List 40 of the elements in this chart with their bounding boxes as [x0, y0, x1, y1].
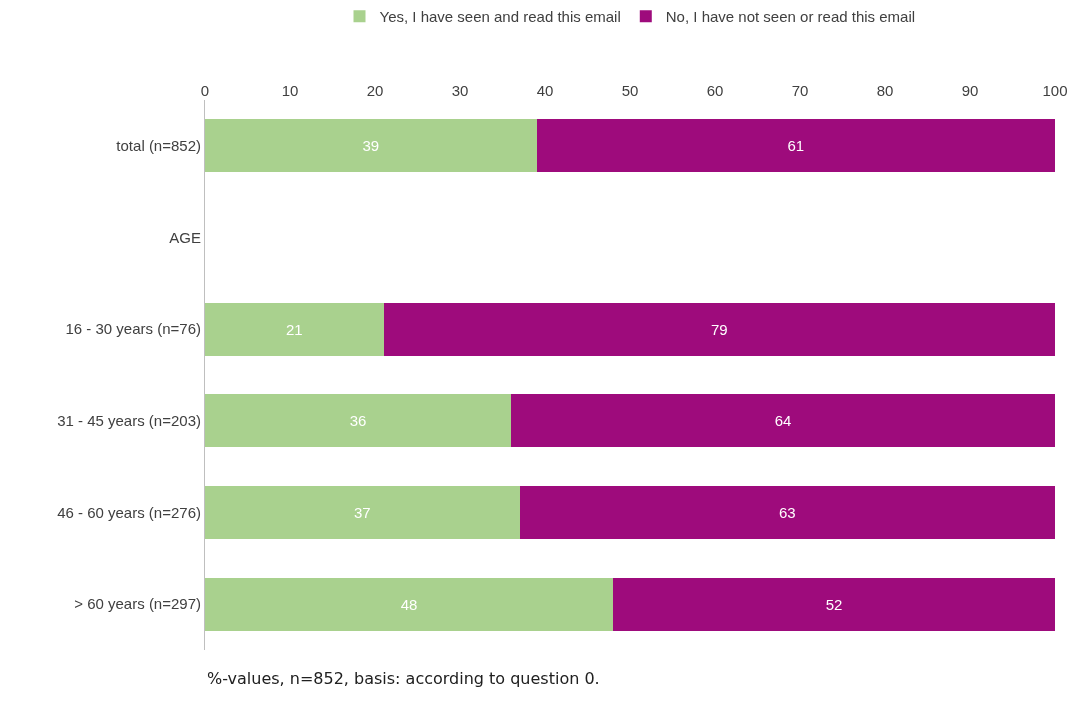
data-label: 37	[353, 504, 371, 521]
bar	[205, 302, 384, 356]
x-tick-label: 40	[536, 82, 554, 99]
data-label: 63	[778, 504, 796, 521]
x-tick-label: 30	[451, 82, 469, 99]
y-tick-label: AGE	[169, 228, 201, 246]
data-label: 79	[710, 320, 728, 338]
data-label: 48	[400, 595, 418, 613]
data-label: 36	[349, 412, 367, 430]
legend-label: Yes, I have seen and read this email	[379, 8, 621, 26]
bar	[613, 577, 1055, 631]
x-tick-label: 50	[621, 82, 639, 99]
data-label: 39	[362, 137, 380, 155]
x-tick-label: 80	[876, 82, 894, 99]
x-tick-label: 90	[961, 82, 979, 99]
bar	[205, 119, 537, 173]
legend-label: No, I have not seen or read this email	[665, 8, 916, 26]
x-tick-label: 70	[791, 82, 809, 99]
x-tick-label: 20	[366, 82, 384, 99]
data-label: 52	[825, 595, 843, 613]
y-tick-label: 46 - 60 years (n=276)	[57, 503, 201, 521]
bar	[383, 302, 1055, 356]
bar	[205, 485, 520, 540]
bar	[205, 394, 511, 448]
y-tick-label: 31 - 45 years (n=203)	[57, 412, 201, 430]
data-label: 21	[285, 320, 303, 338]
bar	[511, 394, 1055, 448]
x-tick-label: 0	[200, 82, 210, 99]
y-tick-label: total (n=852)	[116, 137, 201, 155]
x-tick-label: 60	[706, 82, 724, 99]
data-label: 64	[774, 412, 792, 430]
y-tick-label: 16 - 30 years (n=76)	[65, 320, 201, 338]
data-label: 61	[787, 137, 805, 155]
x-tick-label: 100	[1042, 82, 1068, 99]
bar	[205, 577, 613, 631]
y-tick-label: > 60 years (n=297)	[74, 595, 201, 613]
text: %-values, n=852, basis: according to question 0.	[207, 669, 600, 688]
bar	[519, 485, 1055, 540]
x-tick-label: 10	[281, 82, 299, 99]
bar	[536, 119, 1055, 173]
